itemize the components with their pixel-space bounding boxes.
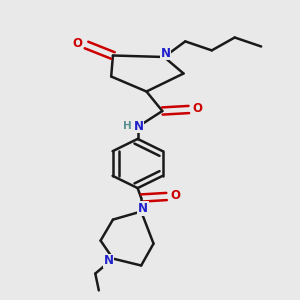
Text: O: O xyxy=(170,189,180,202)
Text: N: N xyxy=(161,47,171,60)
Text: N: N xyxy=(104,254,114,268)
Text: H: H xyxy=(123,121,131,131)
Text: O: O xyxy=(193,101,202,115)
Text: N: N xyxy=(138,202,148,215)
Text: O: O xyxy=(73,37,82,50)
Text: N: N xyxy=(134,120,144,133)
